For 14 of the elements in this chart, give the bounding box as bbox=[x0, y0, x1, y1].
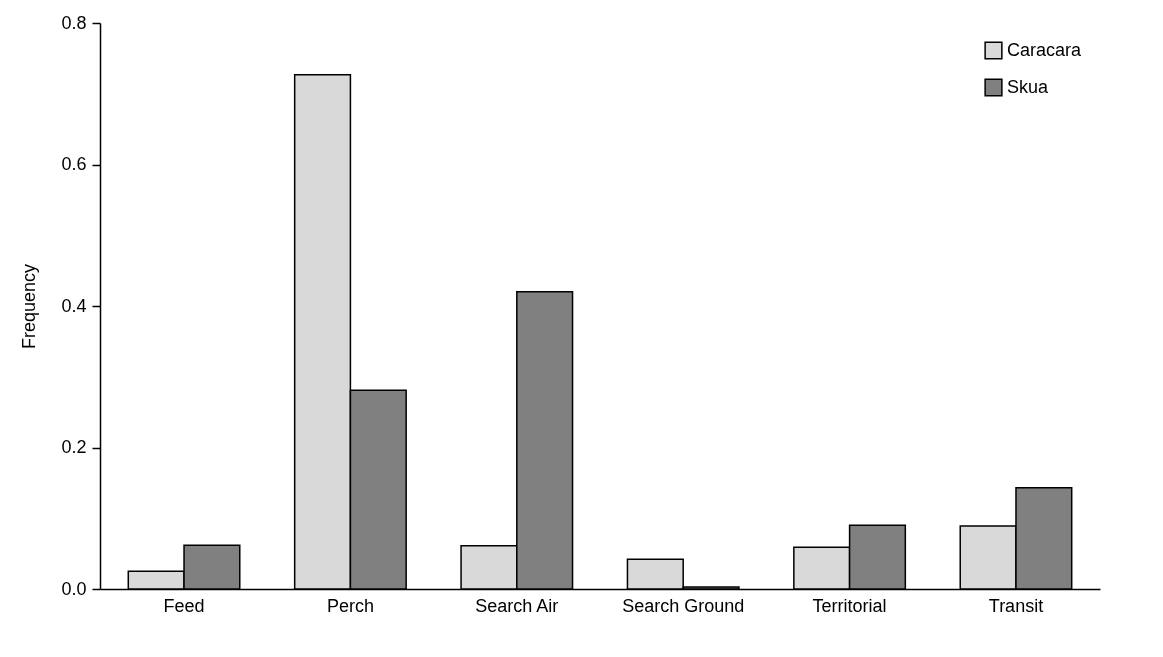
y-tick-label: 0.6 bbox=[61, 154, 87, 174]
y-axis-title: Frequency bbox=[19, 263, 40, 350]
y-tick-label: 0.2 bbox=[61, 437, 87, 457]
legend-label: Caracara bbox=[1007, 39, 1083, 60]
y-tick-label: 0.8 bbox=[61, 12, 87, 33]
legend-label: Skua bbox=[1007, 76, 1050, 97]
x-tick-label: Search Air bbox=[475, 595, 559, 616]
x-tick-label: Transit bbox=[988, 595, 1044, 616]
x-tick-label: Search Ground bbox=[622, 595, 745, 616]
y-tick-label: 0.0 bbox=[61, 578, 87, 599]
x-tick-label: Feed bbox=[163, 595, 205, 616]
x-tick-label: Territorial bbox=[812, 595, 887, 616]
y-tick-label: 0.4 bbox=[61, 295, 87, 316]
x-tick-label: Perch bbox=[326, 595, 374, 616]
